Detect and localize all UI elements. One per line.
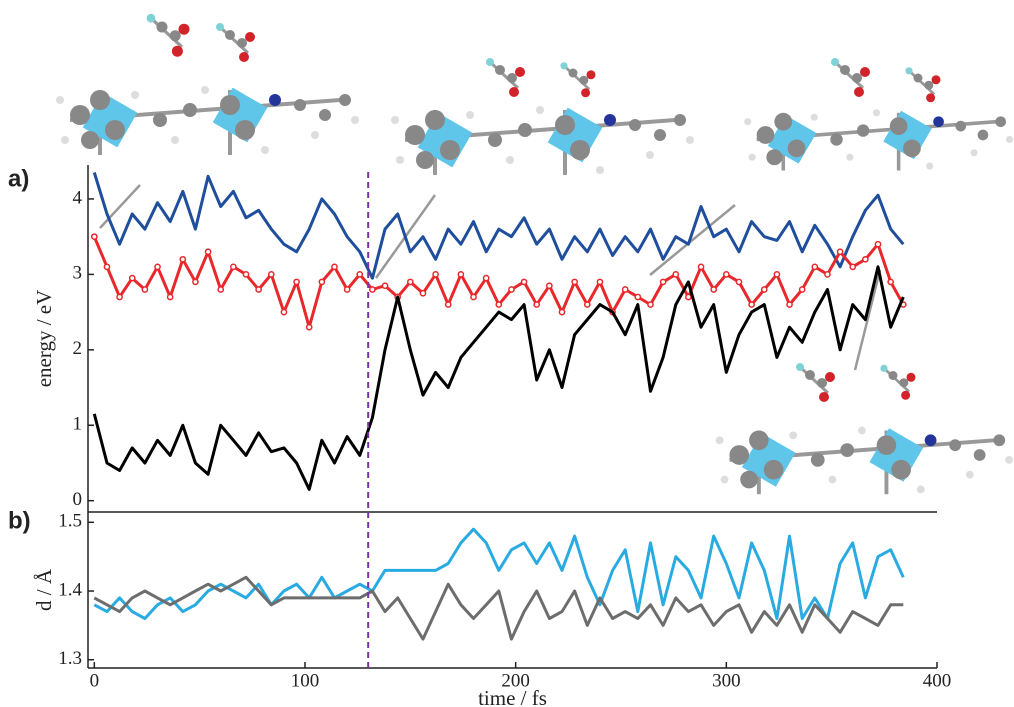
data-point [648, 302, 653, 307]
data-point [130, 276, 135, 281]
data-point [825, 272, 830, 277]
data-point [888, 279, 893, 284]
data-point [446, 302, 451, 307]
data-point [471, 294, 476, 299]
data-point [597, 279, 602, 284]
data-point [142, 287, 147, 292]
x-tick-label: 400 [923, 670, 952, 691]
data-point [850, 264, 855, 269]
data-point [281, 309, 286, 314]
y-tick-label: 1 [73, 414, 83, 435]
x-tick-label: 300 [712, 670, 741, 691]
data-point [319, 279, 324, 284]
data-point [307, 325, 312, 330]
data-point [623, 287, 628, 292]
data-point [243, 272, 248, 277]
y-tick-label: 0 [73, 489, 83, 510]
data-point [724, 272, 729, 277]
data-point [104, 264, 109, 269]
data-point [256, 287, 261, 292]
data-point [736, 279, 741, 284]
y-tick-label: 1.5 [58, 511, 82, 532]
data-point [673, 272, 678, 277]
data-point [231, 264, 236, 269]
y-tick-label: 1.4 [58, 579, 82, 600]
data-point [559, 309, 564, 314]
data-point [698, 264, 703, 269]
data-point [585, 302, 590, 307]
panel-label: b) [8, 507, 31, 534]
data-point [635, 294, 640, 299]
data-point [370, 287, 375, 292]
x-tick-label: 0 [90, 670, 100, 691]
data-point [433, 272, 438, 277]
y-tick-label: 2 [73, 338, 83, 359]
data-point [800, 287, 805, 292]
data-point [332, 264, 337, 269]
data-point [92, 234, 97, 239]
data-point [572, 279, 577, 284]
data-point [509, 287, 514, 292]
data-point [812, 264, 817, 269]
data-point [458, 272, 463, 277]
data-point [547, 283, 552, 288]
y-tick-label: 4 [73, 187, 83, 208]
data-point [408, 279, 413, 284]
data-point [168, 294, 173, 299]
data-point [875, 242, 880, 247]
x-tick-label: 100 [291, 670, 320, 691]
x-axis-label: time / fs [478, 686, 547, 707]
page: 01234energy / eVa)1.31.41.50100200300400… [0, 0, 1014, 707]
data-point [345, 287, 350, 292]
data-point [294, 279, 299, 284]
panel-label: a) [8, 165, 29, 192]
data-point [863, 257, 868, 262]
data-point [420, 291, 425, 296]
data-point [193, 279, 198, 284]
data-point [686, 294, 691, 299]
data-point [661, 279, 666, 284]
y-axis-label: d / Å [32, 568, 56, 611]
data-point [117, 294, 122, 299]
data-point [484, 276, 489, 281]
data-point [711, 287, 716, 292]
data-point [837, 249, 842, 254]
data-point [180, 257, 185, 262]
figure: 01234energy / eVa)1.31.41.50100200300400… [0, 0, 1014, 707]
data-point [218, 287, 223, 292]
data-point [269, 272, 274, 277]
y-tick-label: 1.3 [58, 648, 82, 669]
data-point [382, 283, 387, 288]
data-point [496, 302, 501, 307]
data-point [534, 302, 539, 307]
data-point [749, 302, 754, 307]
data-point [787, 302, 792, 307]
data-point [155, 264, 160, 269]
y-tick-label: 3 [73, 263, 83, 284]
data-point [521, 279, 526, 284]
data-point [205, 249, 210, 254]
data-line [94, 529, 903, 618]
y-axis-label: energy / eV [32, 290, 56, 388]
data-line [94, 173, 903, 279]
data-point [357, 272, 362, 277]
data-point [762, 287, 767, 292]
data-point [774, 272, 779, 277]
